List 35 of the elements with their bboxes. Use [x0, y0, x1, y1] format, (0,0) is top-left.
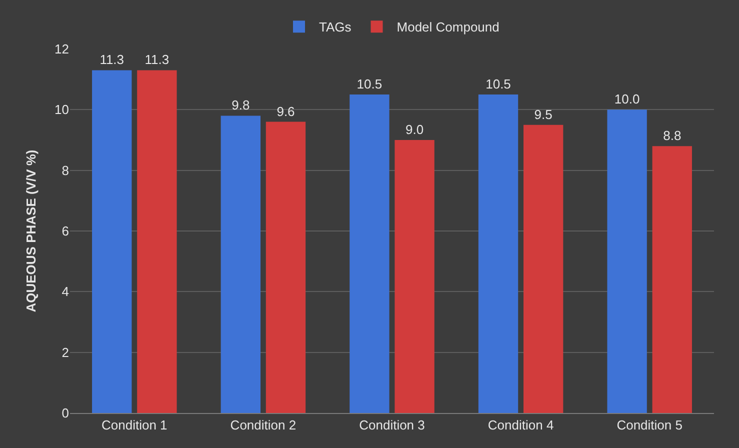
y-tick-label: 10 — [54, 102, 69, 118]
data-label: 8.8 — [663, 128, 682, 144]
legend-label: TAGs — [319, 20, 352, 35]
bar — [137, 70, 177, 413]
bar — [524, 124, 564, 413]
data-label: 10.5 — [356, 76, 382, 92]
bar — [652, 146, 692, 413]
x-tick-label: Condition 1 — [102, 418, 168, 433]
bar — [350, 94, 390, 413]
x-tick-label: Condition 5 — [616, 418, 682, 433]
bar — [478, 94, 518, 413]
x-tick-label: Condition 4 — [488, 418, 554, 433]
bar — [92, 70, 132, 413]
data-label: 10.5 — [486, 76, 511, 92]
data-label: 9.6 — [276, 104, 295, 119]
data-label: 11.3 — [100, 52, 124, 68]
bar — [607, 110, 647, 413]
x-tick-label: Condition 3 — [359, 418, 425, 433]
y-tick-label: 8 — [62, 162, 69, 178]
data-label: 9.8 — [232, 98, 250, 113]
y-tick-label: 6 — [62, 224, 69, 239]
bar — [266, 122, 306, 413]
y-axis-title: AQUEOUS PHASE (V/V %) — [23, 150, 38, 312]
legend-label: Model Compound — [396, 20, 500, 35]
data-label: 9.5 — [534, 106, 552, 122]
data-label: 9.0 — [406, 122, 424, 137]
data-label: 11.3 — [144, 52, 170, 68]
y-tick-label: 0 — [62, 406, 69, 421]
bar — [394, 140, 434, 413]
y-tick-label: 12 — [54, 42, 69, 57]
x-tick-label: Condition 2 — [230, 418, 296, 433]
bar — [220, 116, 260, 413]
data-label: 10.0 — [614, 92, 640, 107]
y-tick-label: 2 — [62, 344, 69, 360]
y-tick-label: 4 — [62, 284, 69, 300]
